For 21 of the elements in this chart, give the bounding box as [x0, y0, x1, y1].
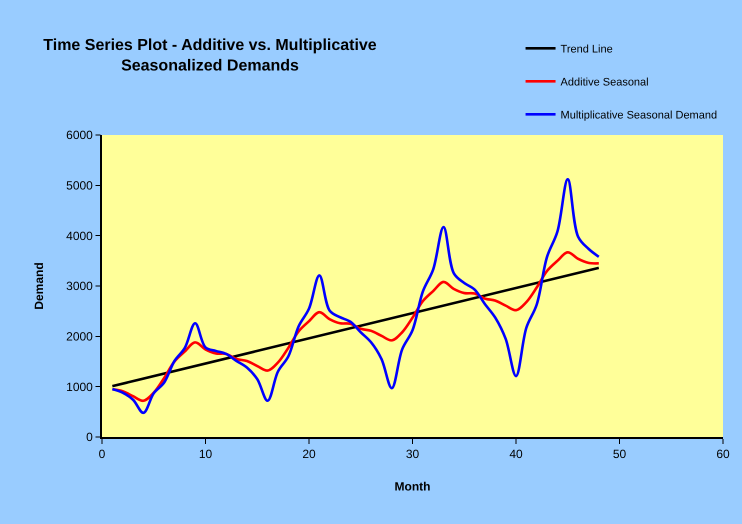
y-tick-label: 1000: [66, 380, 94, 394]
x-tick-label: 20: [302, 447, 316, 462]
x-tick-label: 40: [509, 447, 523, 462]
line-series: [111, 178, 600, 414]
x-tick-label: 50: [612, 447, 626, 462]
y-axis-title: Demand: [32, 262, 46, 310]
x-tick-label: 30: [406, 447, 420, 462]
y-tick-label: 5000: [66, 178, 94, 193]
x-axis-title: Month: [394, 480, 430, 494]
x-tick-label: 10: [198, 447, 212, 462]
y-tick-label: 3000: [66, 279, 94, 294]
legend-label: Trend Line: [560, 44, 613, 56]
x-tick-label: 0: [98, 447, 106, 462]
chart-title: Time Series Plot - Additive vs. Multiplicative Seasonalized Demands: [43, 36, 377, 75]
legend-label: Multiplicative Seasonal Demand: [560, 110, 718, 122]
y-tick-label: 0: [86, 430, 94, 444]
legend-label: Additive Seasonal: [560, 76, 649, 89]
y-tick-label: 2000: [66, 330, 94, 344]
y-tick-label: 6000: [66, 128, 94, 142]
x-tick-label: 60: [716, 447, 730, 462]
y-tick-label: 4000: [66, 228, 94, 243]
